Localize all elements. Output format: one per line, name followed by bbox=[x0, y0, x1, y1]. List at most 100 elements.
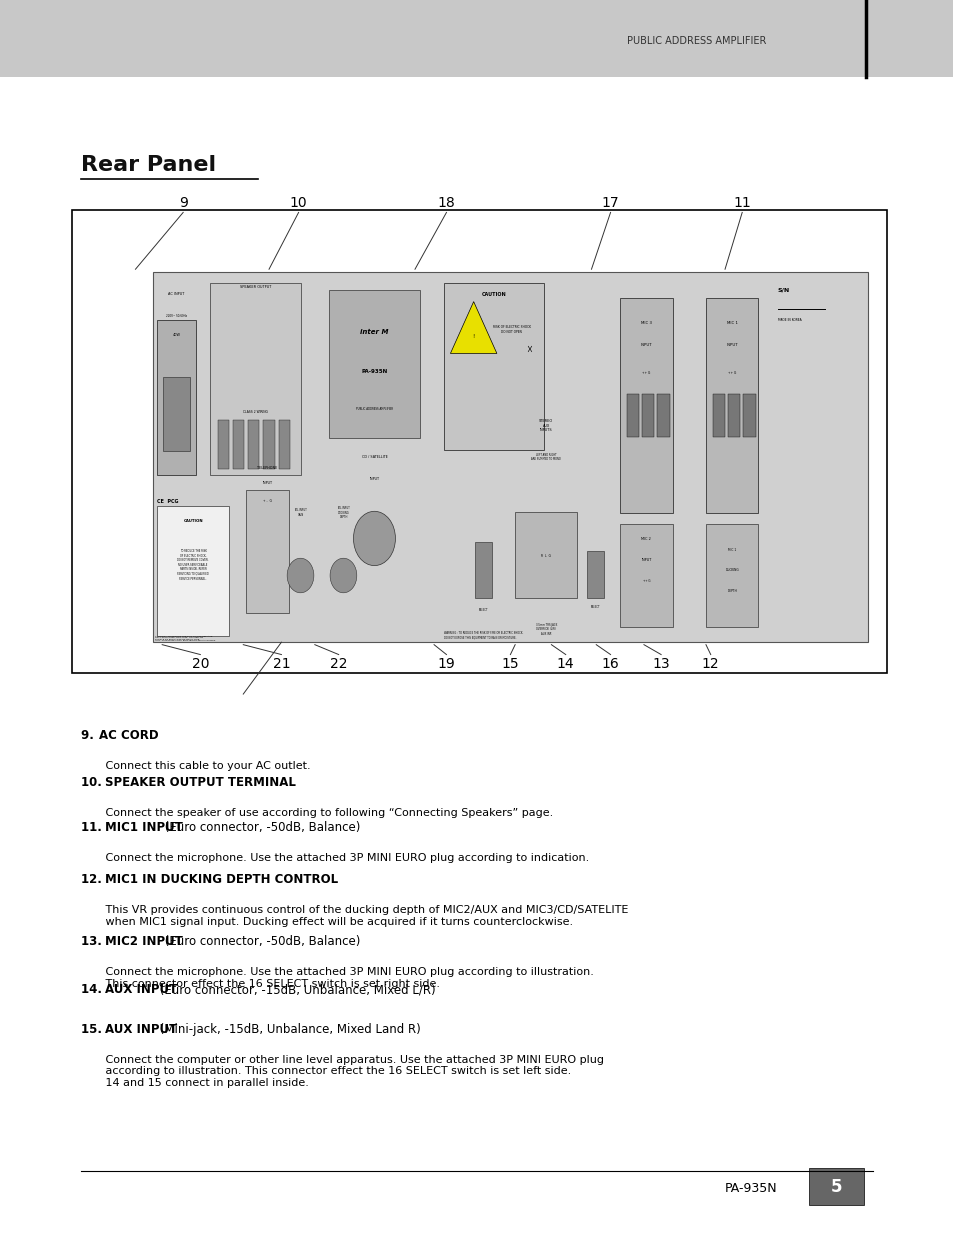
Text: S/N: S/N bbox=[777, 288, 789, 293]
Bar bbox=[152, 272, 867, 642]
Text: RISK OF ELECTRIC SHOCK
DO NOT OPEN: RISK OF ELECTRIC SHOCK DO NOT OPEN bbox=[492, 325, 530, 333]
Text: 10.: 10. bbox=[81, 776, 106, 789]
Text: 21: 21 bbox=[273, 657, 290, 672]
Text: PA-935N: PA-935N bbox=[361, 369, 387, 374]
Bar bbox=[278, 420, 290, 469]
Bar bbox=[705, 524, 758, 627]
Text: AUX INPUT: AUX INPUT bbox=[105, 983, 177, 997]
Text: AC INPUT: AC INPUT bbox=[168, 291, 185, 296]
Bar bbox=[586, 551, 603, 598]
Text: CAUTION: CAUTION bbox=[183, 519, 203, 522]
Text: 13.: 13. bbox=[81, 935, 106, 948]
Text: MIC 1: MIC 1 bbox=[727, 547, 736, 552]
Text: 14.: 14. bbox=[81, 983, 106, 997]
Bar bbox=[705, 298, 758, 513]
Text: This VR provides continuous control of the ducking depth of MIC2/AUX and MIC3/CD: This VR provides continuous control of t… bbox=[95, 905, 628, 926]
Text: TEL INPUT
GAIN: TEL INPUT GAIN bbox=[294, 509, 307, 516]
Text: 220V~ 50/60Hz: 220V~ 50/60Hz bbox=[166, 314, 187, 319]
Text: (Mini-jack, -15dB, Unbalance, Mixed Land R): (Mini-jack, -15dB, Unbalance, Mixed Land… bbox=[155, 1023, 420, 1036]
Circle shape bbox=[353, 511, 395, 566]
Circle shape bbox=[287, 558, 314, 593]
Text: INPUT: INPUT bbox=[262, 480, 273, 485]
Text: INPUT: INPUT bbox=[725, 343, 738, 347]
Text: MIC1 IN DUCKING DEPTH CONTROL: MIC1 IN DUCKING DEPTH CONTROL bbox=[105, 873, 338, 887]
Text: 22: 22 bbox=[330, 657, 347, 672]
Bar bbox=[712, 394, 724, 437]
Text: 20: 20 bbox=[192, 657, 209, 672]
Text: R  L  G: R L G bbox=[540, 553, 551, 558]
Text: (Euro connector, -50dB, Balance): (Euro connector, -50dB, Balance) bbox=[161, 821, 360, 835]
Text: ++ G: ++ G bbox=[642, 579, 649, 583]
Text: + -  G: + - G bbox=[263, 499, 272, 504]
Text: 15.: 15. bbox=[81, 1023, 106, 1036]
Text: 9.: 9. bbox=[81, 729, 98, 742]
Text: MADE IN KOREA: MADE IN KOREA bbox=[777, 317, 801, 322]
Text: CAUTION: CAUTION bbox=[481, 291, 505, 296]
Text: Connect this cable to your AC outlet.: Connect this cable to your AC outlet. bbox=[95, 761, 311, 771]
Bar bbox=[217, 420, 229, 469]
Bar bbox=[619, 298, 672, 513]
Text: 17: 17 bbox=[601, 195, 618, 210]
Bar bbox=[0, 0, 953, 77]
Text: MIC 2: MIC 2 bbox=[640, 537, 651, 541]
Bar bbox=[515, 513, 577, 598]
Text: CE  PCG: CE PCG bbox=[157, 499, 179, 504]
Text: 40W: 40W bbox=[172, 332, 180, 337]
Bar bbox=[157, 320, 195, 475]
Bar bbox=[157, 506, 229, 636]
Text: SPEAKER OUTPUT: SPEAKER OUTPUT bbox=[239, 284, 271, 289]
Bar bbox=[475, 542, 492, 598]
Text: 3.5mm TRS JACK
OVERRIDE (L/R)
AUX INP.: 3.5mm TRS JACK OVERRIDE (L/R) AUX INP. bbox=[535, 622, 557, 636]
Text: ++ G: ++ G bbox=[727, 370, 736, 375]
Text: DUCKING: DUCKING bbox=[724, 568, 739, 572]
Text: 19: 19 bbox=[437, 657, 455, 672]
Text: ☓: ☓ bbox=[525, 345, 531, 354]
Bar bbox=[210, 283, 300, 475]
Circle shape bbox=[330, 558, 356, 593]
Text: 11: 11 bbox=[733, 195, 750, 210]
Text: 11.: 11. bbox=[81, 821, 106, 835]
Text: 12: 12 bbox=[701, 657, 719, 672]
Text: MIC 3: MIC 3 bbox=[640, 321, 651, 325]
Text: 13: 13 bbox=[652, 657, 669, 672]
Text: 15: 15 bbox=[501, 657, 518, 672]
Bar bbox=[641, 394, 654, 437]
Text: MIC1 INPUT: MIC1 INPUT bbox=[105, 821, 183, 835]
Text: SELECT: SELECT bbox=[478, 608, 488, 611]
Bar bbox=[626, 394, 639, 437]
Text: Rear Panel: Rear Panel bbox=[81, 156, 216, 175]
Text: 9: 9 bbox=[178, 195, 188, 210]
Text: (Euro connector, -15dB, Unbalance, Mixed L/R): (Euro connector, -15dB, Unbalance, Mixed… bbox=[155, 983, 435, 997]
Bar bbox=[163, 377, 190, 451]
Text: PA-935N: PA-935N bbox=[724, 1182, 777, 1194]
Text: ++ G: ++ G bbox=[641, 370, 650, 375]
Bar bbox=[808, 1168, 863, 1205]
Text: TEL INPUT
DUCKING
DEPTH: TEL INPUT DUCKING DEPTH bbox=[336, 506, 350, 519]
Text: AC CORD: AC CORD bbox=[99, 729, 158, 742]
Text: LEFT AND RIGHT
ARE SUMMED TO MONO: LEFT AND RIGHT ARE SUMMED TO MONO bbox=[531, 453, 560, 461]
Text: TO REDUCE THE RISK
OF ELECTRIC SHOCK,
DO NOT REMOVE COVER.
NO USER-SERVICEABLE
P: TO REDUCE THE RISK OF ELECTRIC SHOCK, DO… bbox=[177, 548, 209, 580]
Text: WARNING : TO REDUCE THE RISK OF FIRE OR ELECTRIC SHOCK,
DO NOT EXPOSE THIS EQUIP: WARNING : TO REDUCE THE RISK OF FIRE OR … bbox=[443, 631, 522, 640]
Text: STEREO
AUX
INPUTS: STEREO AUX INPUTS bbox=[538, 419, 553, 432]
Text: AUX INPUT: AUX INPUT bbox=[105, 1023, 177, 1036]
Bar bbox=[71, 210, 886, 673]
Text: 14: 14 bbox=[557, 657, 574, 672]
Bar bbox=[329, 290, 419, 438]
Text: PUBLIC ADDRESS AMPLIFIER: PUBLIC ADDRESS AMPLIFIER bbox=[626, 36, 765, 46]
Text: (Euro connector, -50dB, Balance): (Euro connector, -50dB, Balance) bbox=[161, 935, 360, 948]
Text: CD / SATELLITE: CD / SATELLITE bbox=[361, 454, 387, 459]
Text: 12.: 12. bbox=[81, 873, 106, 887]
Text: Connect the microphone. Use the attached 3P MINI EURO plug according to indicati: Connect the microphone. Use the attached… bbox=[95, 853, 589, 863]
Text: CAUTION : TO REDUCE THE RISK OF FIRE REPLACE
ONLY WITH SAME TYPE FUSE. UTILISER : CAUTION : TO REDUCE THE RISK OF FIRE REP… bbox=[154, 635, 215, 641]
Text: inter M: inter M bbox=[360, 329, 388, 335]
Text: INPUT: INPUT bbox=[369, 477, 379, 482]
Text: INPUT: INPUT bbox=[639, 343, 652, 347]
Text: 18: 18 bbox=[437, 195, 455, 210]
Text: CLASS 2 WIRING: CLASS 2 WIRING bbox=[242, 410, 268, 415]
Bar bbox=[619, 524, 672, 627]
Bar bbox=[263, 420, 274, 469]
Bar bbox=[246, 490, 289, 613]
Bar bbox=[657, 394, 669, 437]
Bar bbox=[742, 394, 755, 437]
Text: TELEPHONE: TELEPHONE bbox=[257, 466, 277, 471]
